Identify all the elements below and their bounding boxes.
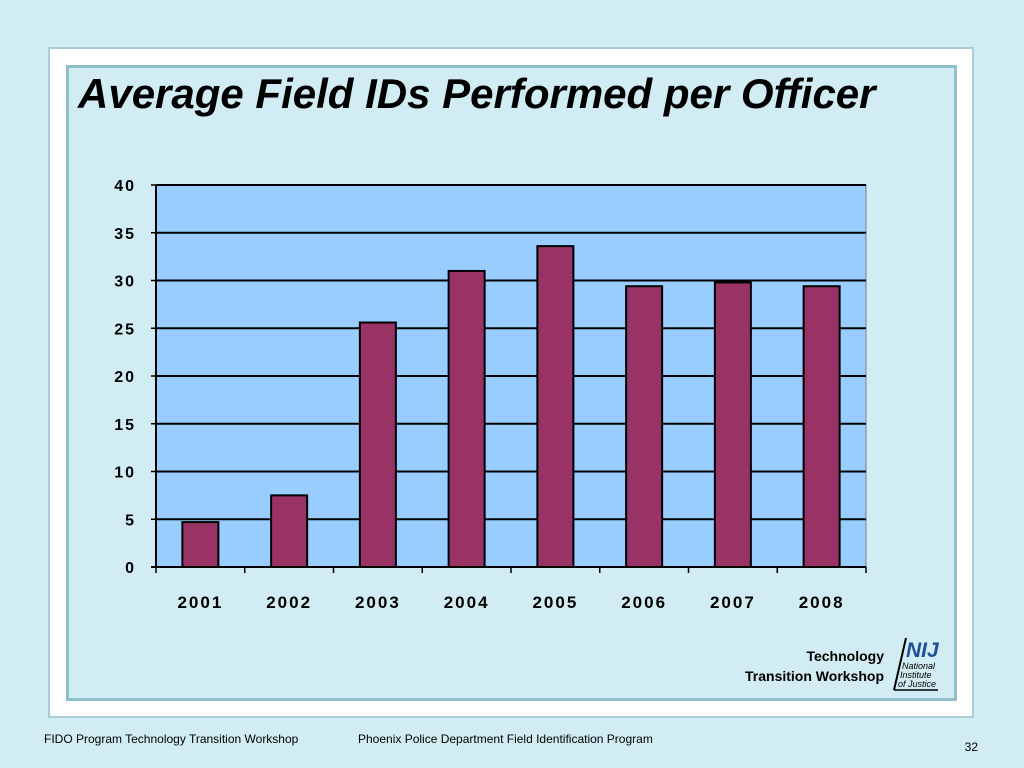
x-tick-label: 2006 xyxy=(621,593,667,612)
workshop-label-line2: Transition Workshop xyxy=(745,668,884,684)
nij-logo-name-line3: of Justice xyxy=(898,679,936,689)
nij-logo-name-line2: Institute xyxy=(900,670,932,680)
footer-left: FIDO Program Technology Transition Works… xyxy=(44,732,299,746)
x-tick-labels: 2001 2002 2003 2004 2005 2006 2007 2008 xyxy=(177,593,845,612)
x-tick-label: 2005 xyxy=(532,593,578,612)
y-tick-label: 30 xyxy=(114,274,136,291)
y-tick-label: 0 xyxy=(125,560,136,577)
bar-2002 xyxy=(270,494,309,568)
bar-2006 xyxy=(625,285,664,568)
x-tick-label: 2008 xyxy=(799,593,845,612)
nij-logo-icon: NIJ National Institute of Justice xyxy=(893,637,940,691)
nij-logo-name-line1: National xyxy=(902,661,936,671)
nij-logo-mark: NIJ xyxy=(906,639,940,662)
y-tick-label: 25 xyxy=(114,321,136,338)
workshop-label-line1: Technology xyxy=(806,648,884,664)
gridlines xyxy=(156,184,866,521)
footer-center: Phoenix Police Department Field Identifi… xyxy=(358,732,653,746)
y-tick-labels: 0 5 10 15 20 25 30 35 40 xyxy=(114,178,136,577)
x-tick-label: 2004 xyxy=(444,593,490,612)
bar-2008 xyxy=(802,285,841,568)
slide-title: Average Field IDs Performed per Officer xyxy=(78,70,876,117)
bars xyxy=(181,245,841,568)
page-number: 32 xyxy=(964,740,978,754)
bar-2005 xyxy=(536,245,575,568)
y-tick-label: 10 xyxy=(114,465,136,482)
y-tick-label: 15 xyxy=(114,417,136,434)
y-tick-label: 40 xyxy=(114,178,136,195)
x-tick-label: 2007 xyxy=(710,593,756,612)
y-tick-label: 20 xyxy=(114,369,136,386)
y-tick-label: 5 xyxy=(125,512,136,529)
x-tick-label: 2002 xyxy=(266,593,312,612)
y-tick-label: 35 xyxy=(114,226,136,243)
bar-2001 xyxy=(181,521,220,568)
bar-2007 xyxy=(713,281,752,568)
axes xyxy=(151,184,867,573)
x-tick-label: 2003 xyxy=(355,593,401,612)
bar-2004 xyxy=(447,269,486,568)
x-tick-label: 2001 xyxy=(177,593,223,612)
bar-2003 xyxy=(358,321,397,568)
